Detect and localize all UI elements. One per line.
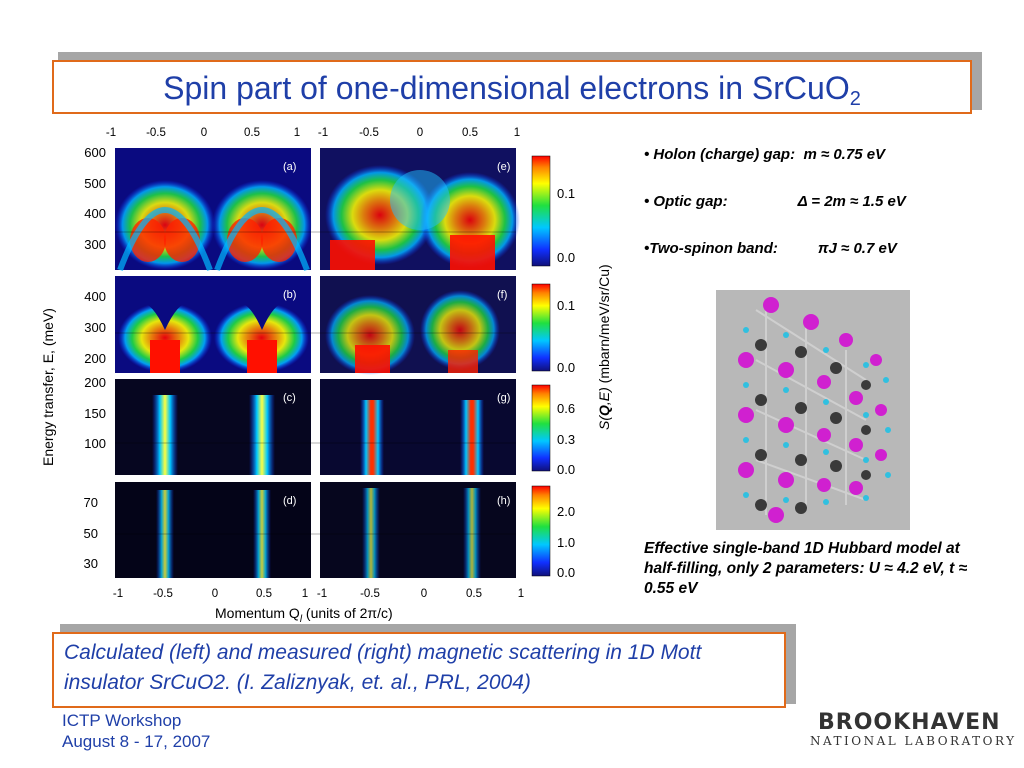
bullet-holon-gap: • Holon (charge) gap: m ≈ 0.75 eV bbox=[644, 146, 886, 163]
bottom-tick-right-2: 0 bbox=[420, 588, 428, 600]
colorbar-2 bbox=[531, 283, 551, 372]
panel-g bbox=[320, 379, 516, 475]
row4-ytick-1: 50 bbox=[83, 526, 98, 541]
row1-ytick-2: 400 bbox=[84, 206, 106, 221]
model-caption: Effective single-band 1D Hubbard model a… bbox=[644, 540, 968, 597]
cb1-tick-1: 0.0 bbox=[557, 250, 576, 265]
bottom-tick-right-0: -1 bbox=[316, 588, 328, 600]
top-tick-right-0: -1 bbox=[317, 127, 329, 139]
panel-h-intensity bbox=[362, 488, 481, 578]
bullet-two-spinon-band: •Two-spinon band: πJ ≈ 0.7 eV bbox=[644, 240, 897, 257]
row1-ytick-1: 500 bbox=[84, 176, 106, 191]
footer-workshop: ICTP Workshop bbox=[62, 711, 182, 730]
brookhaven-logo-text: BROOKHAVEN bbox=[818, 710, 1001, 735]
x-axis-label: Momentum Ql (units of 2π/c) bbox=[215, 605, 393, 625]
panel-label-g: (g) bbox=[497, 392, 511, 404]
cb4-tick-0: 2.0 bbox=[557, 504, 576, 519]
guide-lines bbox=[115, 231, 516, 535]
top-tick-left-2: 0 bbox=[200, 127, 208, 139]
colorbar-axis-label: S(Q,E) (mbarn/meV/sr/Cu) bbox=[596, 264, 612, 430]
y-axis-label: Energy transfer, E, (meV) bbox=[40, 308, 56, 466]
colorbars bbox=[531, 155, 551, 577]
row2-ytick-0: 400 bbox=[84, 289, 106, 304]
chain-structure-image bbox=[716, 290, 910, 530]
cb4-tick-1: 1.0 bbox=[557, 535, 576, 550]
title-box bbox=[52, 60, 972, 114]
bottom-tick-right-1: -0.5 bbox=[360, 588, 380, 600]
bottom-tick-left-3: 0.5 bbox=[256, 588, 272, 600]
colorbar-3 bbox=[531, 384, 551, 472]
panel-c bbox=[115, 379, 311, 475]
row3-ytick-0: 200 bbox=[84, 375, 106, 390]
cb3-tick-1: 0.3 bbox=[557, 432, 576, 447]
panel-a-intensity bbox=[115, 180, 312, 272]
bottom-tick-left-2: 0 bbox=[211, 588, 219, 600]
colorbar-4 bbox=[531, 485, 551, 577]
row4-ytick-2: 30 bbox=[83, 556, 98, 571]
row4-ytick-0: 70 bbox=[83, 495, 98, 510]
panel-c-intensity bbox=[152, 395, 275, 475]
panel-label-f: (f) bbox=[497, 289, 508, 301]
top-tick-right-1: -0.5 bbox=[359, 127, 379, 139]
panel-label-d: (d) bbox=[283, 495, 297, 507]
panel-label-b: (b) bbox=[283, 289, 297, 301]
cb2-tick-0: 0.1 bbox=[557, 298, 576, 313]
panel-b-intensity bbox=[118, 302, 309, 373]
cb1-tick-0: 0.1 bbox=[557, 186, 576, 201]
cb3-tick-0: 0.6 bbox=[557, 401, 576, 416]
panel-d bbox=[115, 482, 311, 578]
bottom-tick-left-4: 1 bbox=[301, 588, 309, 600]
bottom-tick-right-3: 0.5 bbox=[466, 588, 482, 600]
slide-title: Spin part of one-dimensional electrons i… bbox=[163, 70, 861, 110]
top-tick-right-3: 0.5 bbox=[462, 127, 478, 139]
panel-e-intensity bbox=[325, 165, 520, 270]
panel-label-h: (h) bbox=[497, 495, 511, 507]
panel-f-intensity bbox=[325, 290, 500, 375]
colorbar-1 bbox=[531, 155, 551, 267]
cb2-tick-1: 0.0 bbox=[557, 360, 576, 375]
top-tick-left-0: -1 bbox=[105, 127, 117, 139]
top-tick-left-3: 0.5 bbox=[244, 127, 260, 139]
row3-ytick-2: 100 bbox=[84, 436, 106, 451]
top-tick-right-4: 1 bbox=[513, 127, 521, 139]
panel-label-c: (c) bbox=[283, 392, 296, 404]
row1-ytick-3: 300 bbox=[84, 237, 106, 252]
bottom-caption: Calculated (left) and measured (right) m… bbox=[64, 641, 702, 694]
top-tick-right-2: 0 bbox=[416, 127, 424, 139]
row2-ytick-1: 300 bbox=[84, 320, 106, 335]
panel-label-e: (e) bbox=[497, 161, 511, 173]
bottom-tick-right-4: 1 bbox=[517, 588, 525, 600]
top-tick-left-4: 1 bbox=[293, 127, 301, 139]
footer-dates: August 8 - 17, 2007 bbox=[62, 732, 211, 751]
cb4-tick-2: 0.0 bbox=[557, 565, 576, 580]
panel-label-a: (a) bbox=[283, 161, 297, 173]
top-tick-left-1: -0.5 bbox=[146, 127, 166, 139]
title-subscript: 2 bbox=[849, 88, 861, 110]
row3-ytick-1: 150 bbox=[84, 406, 106, 421]
bottom-tick-left-0: -1 bbox=[112, 588, 124, 600]
row1-ytick-0: 600 bbox=[84, 145, 106, 160]
caption-box bbox=[52, 632, 786, 708]
bullet-optic-gap: • Optic gap: Δ = 2m ≈ 1.5 eV bbox=[644, 193, 906, 210]
national-laboratory-text: NATIONAL LABORATORY bbox=[810, 734, 1017, 748]
bottom-tick-left-1: -0.5 bbox=[153, 588, 173, 600]
cb3-tick-2: 0.0 bbox=[557, 462, 576, 477]
panel-g-intensity bbox=[360, 400, 484, 475]
row2-ytick-2: 200 bbox=[84, 351, 106, 366]
panel-h bbox=[320, 482, 516, 578]
